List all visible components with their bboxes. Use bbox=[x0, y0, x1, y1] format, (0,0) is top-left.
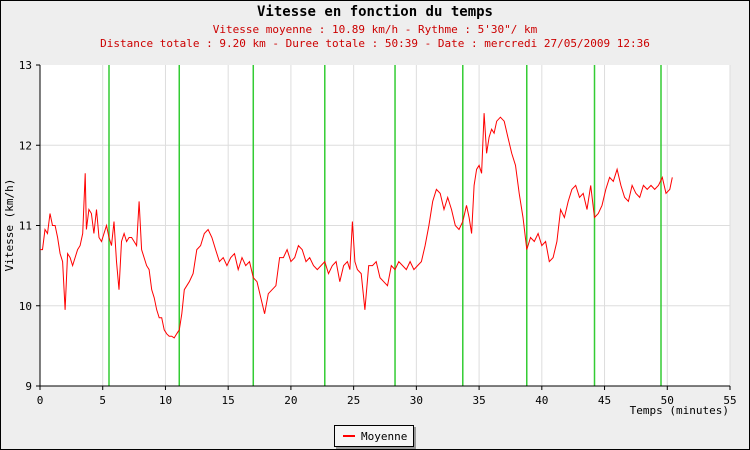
km-markers bbox=[108, 65, 662, 386]
y-tick-label: 11 bbox=[19, 220, 32, 233]
x-tick-label: 20 bbox=[284, 394, 297, 407]
x-tick-label: 30 bbox=[410, 394, 423, 407]
y-tick-label: 13 bbox=[19, 59, 32, 72]
x-tick-label: 45 bbox=[598, 394, 611, 407]
x-tick-label: 35 bbox=[472, 394, 485, 407]
y-axis-label: Vitesse (km/h) bbox=[3, 179, 16, 272]
legend: Moyenne bbox=[334, 425, 414, 447]
series-layer bbox=[40, 113, 673, 339]
chart-subtitle-speed: Vitesse moyenne : 10.89 km/h - Rythme : … bbox=[212, 23, 538, 36]
legend-label-moyenne: Moyenne bbox=[361, 429, 408, 443]
x-tick-label: 5 bbox=[99, 394, 106, 407]
x-tick-label: 55 bbox=[723, 394, 736, 407]
legend-swatch-moyenne bbox=[343, 435, 355, 437]
y-tick-label: 12 bbox=[19, 139, 32, 152]
x-ticks: 0 5 10 15 20 25 30 35 40 45 50 55 bbox=[37, 394, 737, 407]
x-tick-label: 10 bbox=[159, 394, 172, 407]
chart-subtitle-distance: Distance totale : 9.20 km - Duree totale… bbox=[100, 37, 650, 50]
x-tick-label: 0 bbox=[37, 394, 44, 407]
y-tick-label: 10 bbox=[19, 300, 32, 313]
y-ticks: 9 10 11 12 13 bbox=[19, 59, 32, 393]
series-line-moyenne bbox=[40, 113, 673, 339]
chart-title: Vitesse en fonction du temps bbox=[256, 4, 493, 20]
y-tick-label: 9 bbox=[25, 380, 32, 393]
x-axis-label: Temps (minutes) bbox=[630, 404, 729, 417]
grid bbox=[40, 65, 731, 386]
x-tick-label: 25 bbox=[347, 394, 360, 407]
x-tick-label: 15 bbox=[222, 394, 235, 407]
x-tick-label: 40 bbox=[535, 394, 548, 407]
x-tick-label: 50 bbox=[661, 394, 674, 407]
axes bbox=[36, 64, 731, 390]
